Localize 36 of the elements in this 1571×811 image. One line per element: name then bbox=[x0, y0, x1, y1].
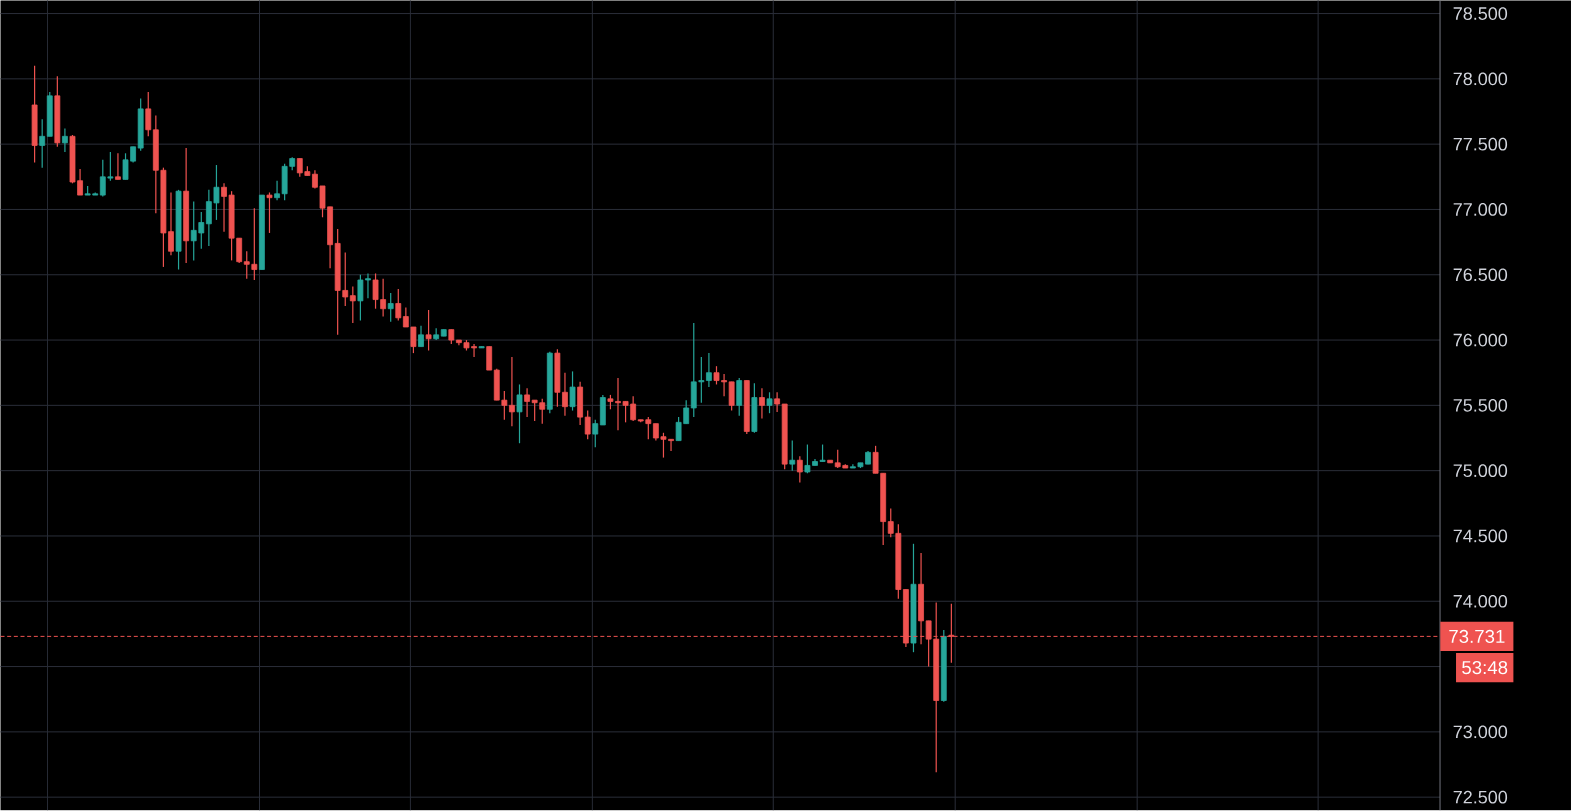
candlestick bbox=[766, 391, 773, 414]
y-tick-label: 77.500 bbox=[1453, 137, 1508, 151]
y-tick-label: 78.500 bbox=[1453, 7, 1508, 21]
y-tick-label: 74.000 bbox=[1453, 595, 1508, 608]
candlestick bbox=[774, 391, 780, 413]
candlestick bbox=[759, 387, 765, 420]
candlestick bbox=[486, 346, 493, 371]
candlestick bbox=[418, 325, 424, 348]
y-tick-label: 76.000 bbox=[1453, 333, 1508, 347]
y-tick-label: 73.000 bbox=[1453, 725, 1508, 739]
text: 53:48 bbox=[1462, 661, 1508, 675]
y-tick-label: 75.000 bbox=[1453, 464, 1508, 478]
candlestick bbox=[115, 152, 121, 181]
candlestick bbox=[425, 309, 432, 352]
y-tick-label: 72.500 bbox=[1453, 790, 1508, 804]
y-tick-label: 74.500 bbox=[1453, 529, 1508, 543]
y-tick-label: 78.000 bbox=[1453, 72, 1508, 86]
candlestick bbox=[569, 370, 576, 412]
candlestick bbox=[62, 128, 68, 153]
candlestick bbox=[266, 192, 273, 234]
candlestick bbox=[516, 384, 523, 444]
candlestick bbox=[395, 288, 402, 322]
candlestick bbox=[789, 440, 796, 472]
y-tick-label: 77.000 bbox=[1453, 203, 1508, 216]
candlestick bbox=[39, 118, 46, 169]
y-tick-label: 75.500 bbox=[1453, 399, 1508, 412]
candlestick bbox=[796, 455, 803, 484]
candlestick bbox=[524, 387, 530, 418]
ref-line-label: 73.731 bbox=[1449, 629, 1505, 644]
candlestick bbox=[349, 286, 356, 324]
candlestick bbox=[584, 410, 591, 441]
candlestick bbox=[145, 91, 152, 138]
candlestick bbox=[706, 352, 712, 388]
candlestick bbox=[592, 419, 599, 448]
y-tick-label: 76.500 bbox=[1453, 268, 1508, 282]
candlestick bbox=[387, 292, 394, 323]
